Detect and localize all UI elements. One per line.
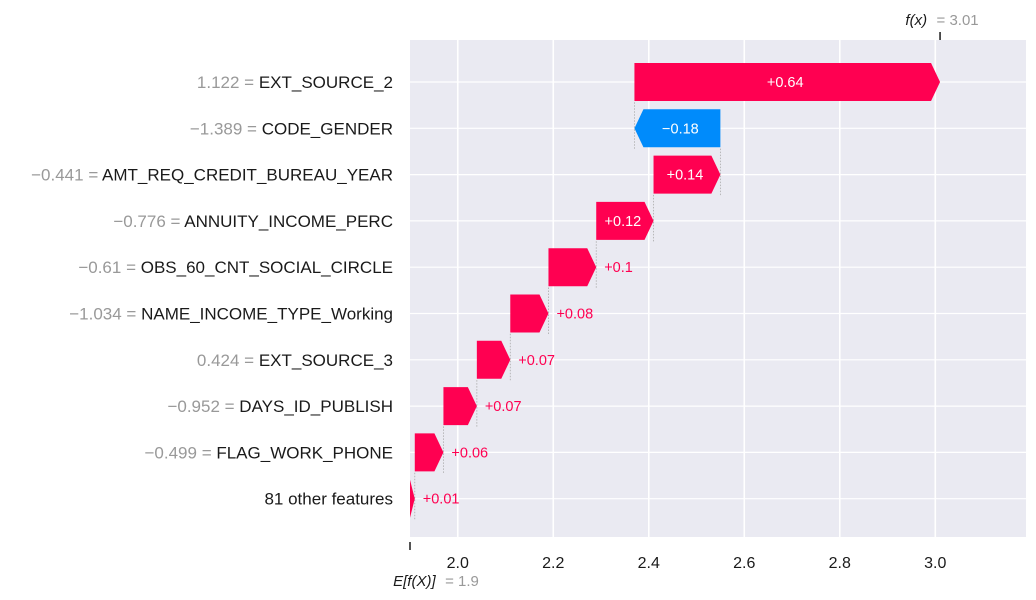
bars-group: +0.64 −0.18 +0.14 +0.12 +0.1 +0.08 +0.07 +0.07 +… (410, 63, 941, 518)
feature-name: AMT_REQ_CREDIT_BUREAU_YEAR (102, 166, 393, 185)
feature-name: FLAG_WORK_PHONE (216, 443, 393, 462)
feature-label: 0.424 = EXT_SOURCE_3 (197, 351, 393, 370)
x-tick-label: 2.8 (829, 555, 851, 572)
feature-name: NAME_INCOME_TYPE_Working (141, 305, 393, 324)
contribution-bar (634, 63, 941, 101)
feature-label: −0.441 = AMT_REQ_CREDIT_BUREAU_YEAR (31, 166, 393, 185)
contribution-bar (653, 155, 721, 194)
feature-value: 0.424 = (197, 351, 259, 370)
feature-label: −0.499 = FLAG_WORK_PHONE (145, 443, 394, 462)
bar-value-label: +0.01 (423, 492, 460, 508)
x-axis: 2.0 2.2 2.4 2.6 2.8 3.0 (409, 542, 946, 572)
contribution-bar (596, 201, 654, 240)
base-annotation: E[f(X)] = 1.9 (393, 573, 479, 590)
bar-value-label: +0.07 (485, 399, 522, 415)
output-value-label: f(x) = 3.01 (905, 12, 978, 29)
bar-value-label: +0.07 (518, 353, 555, 369)
feature-label: 1.122 = EXT_SOURCE_2 (197, 73, 393, 92)
feature-label: −1.389 = CODE_GENDER (190, 119, 393, 138)
x-tick-label: 2.4 (638, 555, 660, 572)
contribution-bar (410, 479, 415, 518)
feature-value: −0.499 = (145, 443, 217, 462)
feature-value: −0.776 = (113, 212, 184, 231)
output-value: = 3.01 (937, 12, 979, 29)
connector-lines (414, 102, 721, 520)
feature-name: CODE_GENDER (262, 119, 393, 138)
feature-value: −1.389 = (190, 119, 262, 138)
bar-value-label: +0.1 (604, 260, 633, 276)
bar-value-label: +0.64 (767, 75, 804, 91)
feature-labels: 1.122 = EXT_SOURCE_2 −1.389 = CODE_GENDER… (31, 73, 393, 509)
contribution-bar (634, 109, 721, 148)
bar-value-label: +0.14 (667, 168, 704, 184)
feature-name: EXT_SOURCE_2 (259, 73, 393, 92)
feature-name: DAYS_ID_PUBLISH (239, 397, 393, 416)
feature-label: −0.776 = ANNUITY_INCOME_PERC (113, 212, 393, 231)
feature-label: 81 other features (264, 490, 393, 509)
bar-value-label: +0.08 (556, 307, 593, 323)
contribution-bar (443, 387, 477, 426)
output-label: f(x) (905, 12, 927, 29)
feature-name: ANNUITY_INCOME_PERC (184, 212, 393, 231)
x-tick-label: 2.2 (542, 555, 564, 572)
x-tick-label: 2.0 (447, 555, 469, 572)
feature-name: 81 other features (264, 490, 393, 509)
base-value: = 1.9 (445, 573, 479, 590)
base-value-label: E[f(X)] = 1.9 (393, 573, 479, 590)
bar-value-label: +0.12 (605, 214, 642, 230)
bar-value-label: −0.18 (662, 121, 699, 137)
contribution-bar (548, 248, 597, 287)
x-tick-label: 2.6 (733, 555, 755, 572)
feature-value: −0.441 = (31, 166, 102, 185)
contribution-bar (414, 433, 444, 472)
feature-name: OBS_60_CNT_SOCIAL_CIRCLE (141, 258, 393, 277)
feature-label: −1.034 = NAME_INCOME_TYPE_Working (69, 305, 393, 324)
feature-value: 1.122 = (197, 73, 259, 92)
feature-label: −0.61 = OBS_60_CNT_SOCIAL_CIRCLE (78, 258, 393, 277)
bar-value-label: +0.06 (451, 445, 488, 461)
contribution-bar (476, 340, 511, 379)
feature-value: −1.034 = (69, 305, 141, 324)
feature-value: −0.952 = (167, 397, 239, 416)
feature-value: −0.61 = (78, 258, 140, 277)
feature-name: EXT_SOURCE_3 (259, 351, 393, 370)
output-annotation: f(x) = 3.01 (905, 12, 979, 40)
base-label: E[f(X)] (393, 573, 436, 590)
x-tick-label: 3.0 (924, 555, 946, 572)
contribution-bar (510, 294, 549, 333)
feature-label: −0.952 = DAYS_ID_PUBLISH (167, 397, 393, 416)
